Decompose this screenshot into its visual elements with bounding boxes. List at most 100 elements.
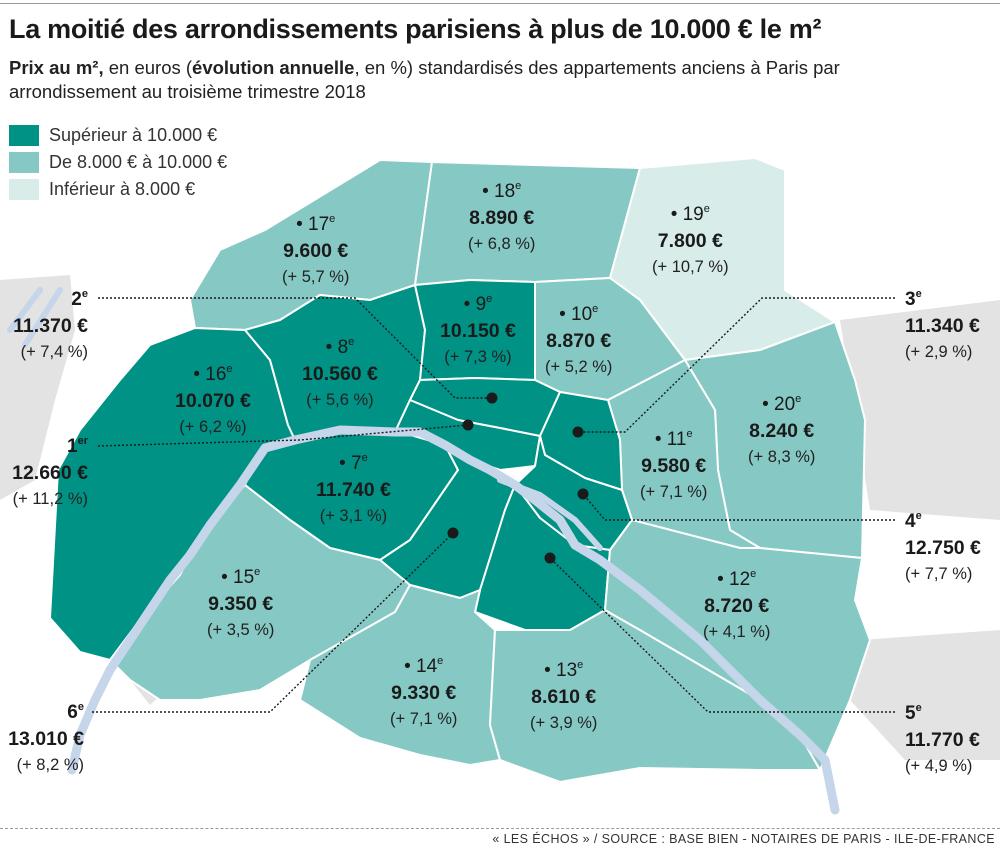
legend-swatch-low — [9, 179, 39, 200]
label-district-2: 2e 11.370 € (+ 7,4 %) — [12, 288, 88, 362]
district-11-suffix: e — [686, 428, 693, 440]
district-5-price: 11.770 € — [905, 729, 980, 751]
district-4-change: (+ 7,7 %) — [905, 565, 973, 583]
label-district-4: 4e 12.750 € (+ 7,7 %) — [905, 510, 995, 584]
seine-west-channel — [7, 287, 63, 348]
label-district-8: • 8e 10.560 € (+ 5,6 %) — [302, 336, 378, 410]
district-3-num: 3 — [905, 289, 916, 310]
label-district-6: 6e 13.010 € (+ 8,2 %) — [6, 701, 84, 775]
district-10-number: • 10e — [545, 303, 612, 326]
label-district-17: • 17e 9.600 € (+ 5,7 %) — [282, 213, 349, 287]
district-13-price: 8.610 € — [531, 686, 597, 708]
label-district-11: • 11e 9.580 € (+ 7,1 %) — [640, 428, 707, 502]
district-1-suffix: er — [77, 435, 88, 447]
source-note: « LES ÉCHOS » / SOURCE : BASE BIEN - NOT… — [492, 832, 995, 846]
outside-area-east — [840, 300, 1000, 520]
district-18-suffix: e — [515, 180, 522, 192]
label-district-1: 1er 12.660 € (+ 11,2 %) — [6, 435, 88, 509]
district-20-suffix: e — [795, 393, 802, 405]
district-14-change: (+ 7,1 %) — [390, 710, 458, 728]
legend-swatch-mid — [9, 152, 39, 173]
label-district-9: • 9e 10.150 € (+ 7,3 %) — [440, 293, 516, 367]
subtitle-text-2: , en %) standardisés des appartements an… — [9, 57, 840, 102]
district-12-num: • 12 — [717, 569, 751, 590]
district-3-price: 11.340 € — [905, 315, 980, 337]
leader-dot-5 — [544, 552, 556, 564]
label-district-10: • 10e 8.870 € (+ 5,2 %) — [545, 303, 612, 377]
district-7-number: • 7e — [316, 452, 391, 475]
district-3-number: 3e — [905, 288, 995, 311]
district-19-price: 7.800 € — [657, 230, 723, 252]
district-19-num: • 19 — [670, 204, 704, 225]
district-18-price: 8.890 € — [469, 207, 535, 229]
leader-dot-2 — [486, 392, 498, 404]
district-6-change: (+ 8,2 %) — [16, 756, 84, 774]
legend-item-low: Inférieur à 8.000 € — [9, 176, 227, 203]
district-1-change: (+ 11,2 %) — [12, 490, 88, 508]
subtitle-text-1: en euros ( — [103, 57, 193, 78]
district-20-num: • 20 — [762, 394, 796, 415]
district-7-suffix: e — [361, 452, 368, 464]
district-6-price: 13.010 € — [8, 728, 84, 750]
footer-rule — [0, 828, 1000, 829]
label-district-15: • 15e 9.350 € (+ 3,5 %) — [207, 566, 274, 640]
district-15-price: 9.350 € — [208, 593, 274, 615]
district-9-num: • 9 — [463, 294, 487, 315]
district-3-change: (+ 2,9 %) — [905, 343, 973, 361]
district-14-number: • 14e — [390, 655, 457, 678]
district-20-change: (+ 8,3 %) — [748, 448, 816, 466]
district-18-change: (+ 6,8 %) — [468, 235, 536, 253]
district-2-num: 2 — [71, 289, 82, 310]
legend-label-high: Supérieur à 10.000 € — [49, 125, 218, 145]
seine-island — [497, 477, 603, 551]
district-4-num: 4 — [905, 511, 916, 532]
district-16-number: • 16e — [175, 363, 251, 386]
district-19-number: • 19e — [652, 203, 729, 226]
leader-dot-4 — [577, 488, 589, 500]
district-12-suffix: e — [750, 568, 757, 580]
district-20-price: 8.240 € — [749, 420, 815, 442]
leader-dot-1 — [462, 419, 474, 431]
district-6-number: 6e — [6, 701, 84, 724]
district-5-num: 5 — [905, 703, 916, 724]
district-14-num: • 14 — [404, 656, 438, 677]
district-15-number: • 15e — [207, 566, 274, 589]
district-17-suffix: e — [329, 213, 336, 225]
district-4-number: 4e — [905, 510, 995, 533]
district-13-num: • 13 — [544, 660, 578, 681]
district-14 — [299, 584, 501, 766]
district-9-suffix: e — [486, 293, 493, 305]
district-4-price: 12.750 € — [905, 537, 981, 559]
district-2-suffix: e — [81, 288, 88, 300]
legend: Supérieur à 10.000 € De 8.000 € à 10.000… — [9, 122, 227, 203]
leader-line-4 — [582, 493, 895, 521]
district-10-suffix: e — [592, 303, 599, 315]
district-12 — [604, 519, 871, 771]
district-10-num: • 10 — [559, 304, 593, 325]
label-district-5: 5e 11.770 € (+ 4,9 %) — [905, 702, 995, 776]
district-13-change: (+ 3,9 %) — [530, 714, 598, 732]
district-16-change: (+ 6,2 %) — [179, 418, 247, 436]
district-12-price: 8.720 € — [704, 595, 770, 617]
district-16-suffix: e — [226, 363, 233, 375]
district-13-number: • 13e — [530, 659, 597, 682]
district-14-suffix: e — [437, 655, 444, 667]
outside-area-southeast — [850, 630, 1000, 760]
leader-line-2 — [98, 297, 492, 399]
district-15-suffix: e — [254, 566, 261, 578]
district-17-number: • 17e — [282, 213, 349, 236]
district-9-number: • 9e — [440, 293, 516, 316]
district-7-change: (+ 3,1 %) — [319, 507, 388, 525]
chart-subtitle: Prix au m², en euros (évolution annuelle… — [9, 56, 909, 104]
legend-swatch-high — [9, 125, 39, 146]
district-5-suffix: e — [915, 702, 922, 714]
subtitle-bold-price: Prix au m², — [9, 57, 104, 78]
district-6-num: 6 — [67, 702, 78, 723]
district-2-price: 11.370 € — [13, 315, 88, 337]
district-1-price: 12.660 € — [12, 462, 88, 484]
district-16-num: • 16 — [193, 364, 227, 385]
district-11-price: 9.580 € — [641, 455, 707, 477]
district-19-change: (+ 10,7 %) — [652, 258, 729, 276]
legend-item-high: Supérieur à 10.000 € — [9, 122, 227, 149]
